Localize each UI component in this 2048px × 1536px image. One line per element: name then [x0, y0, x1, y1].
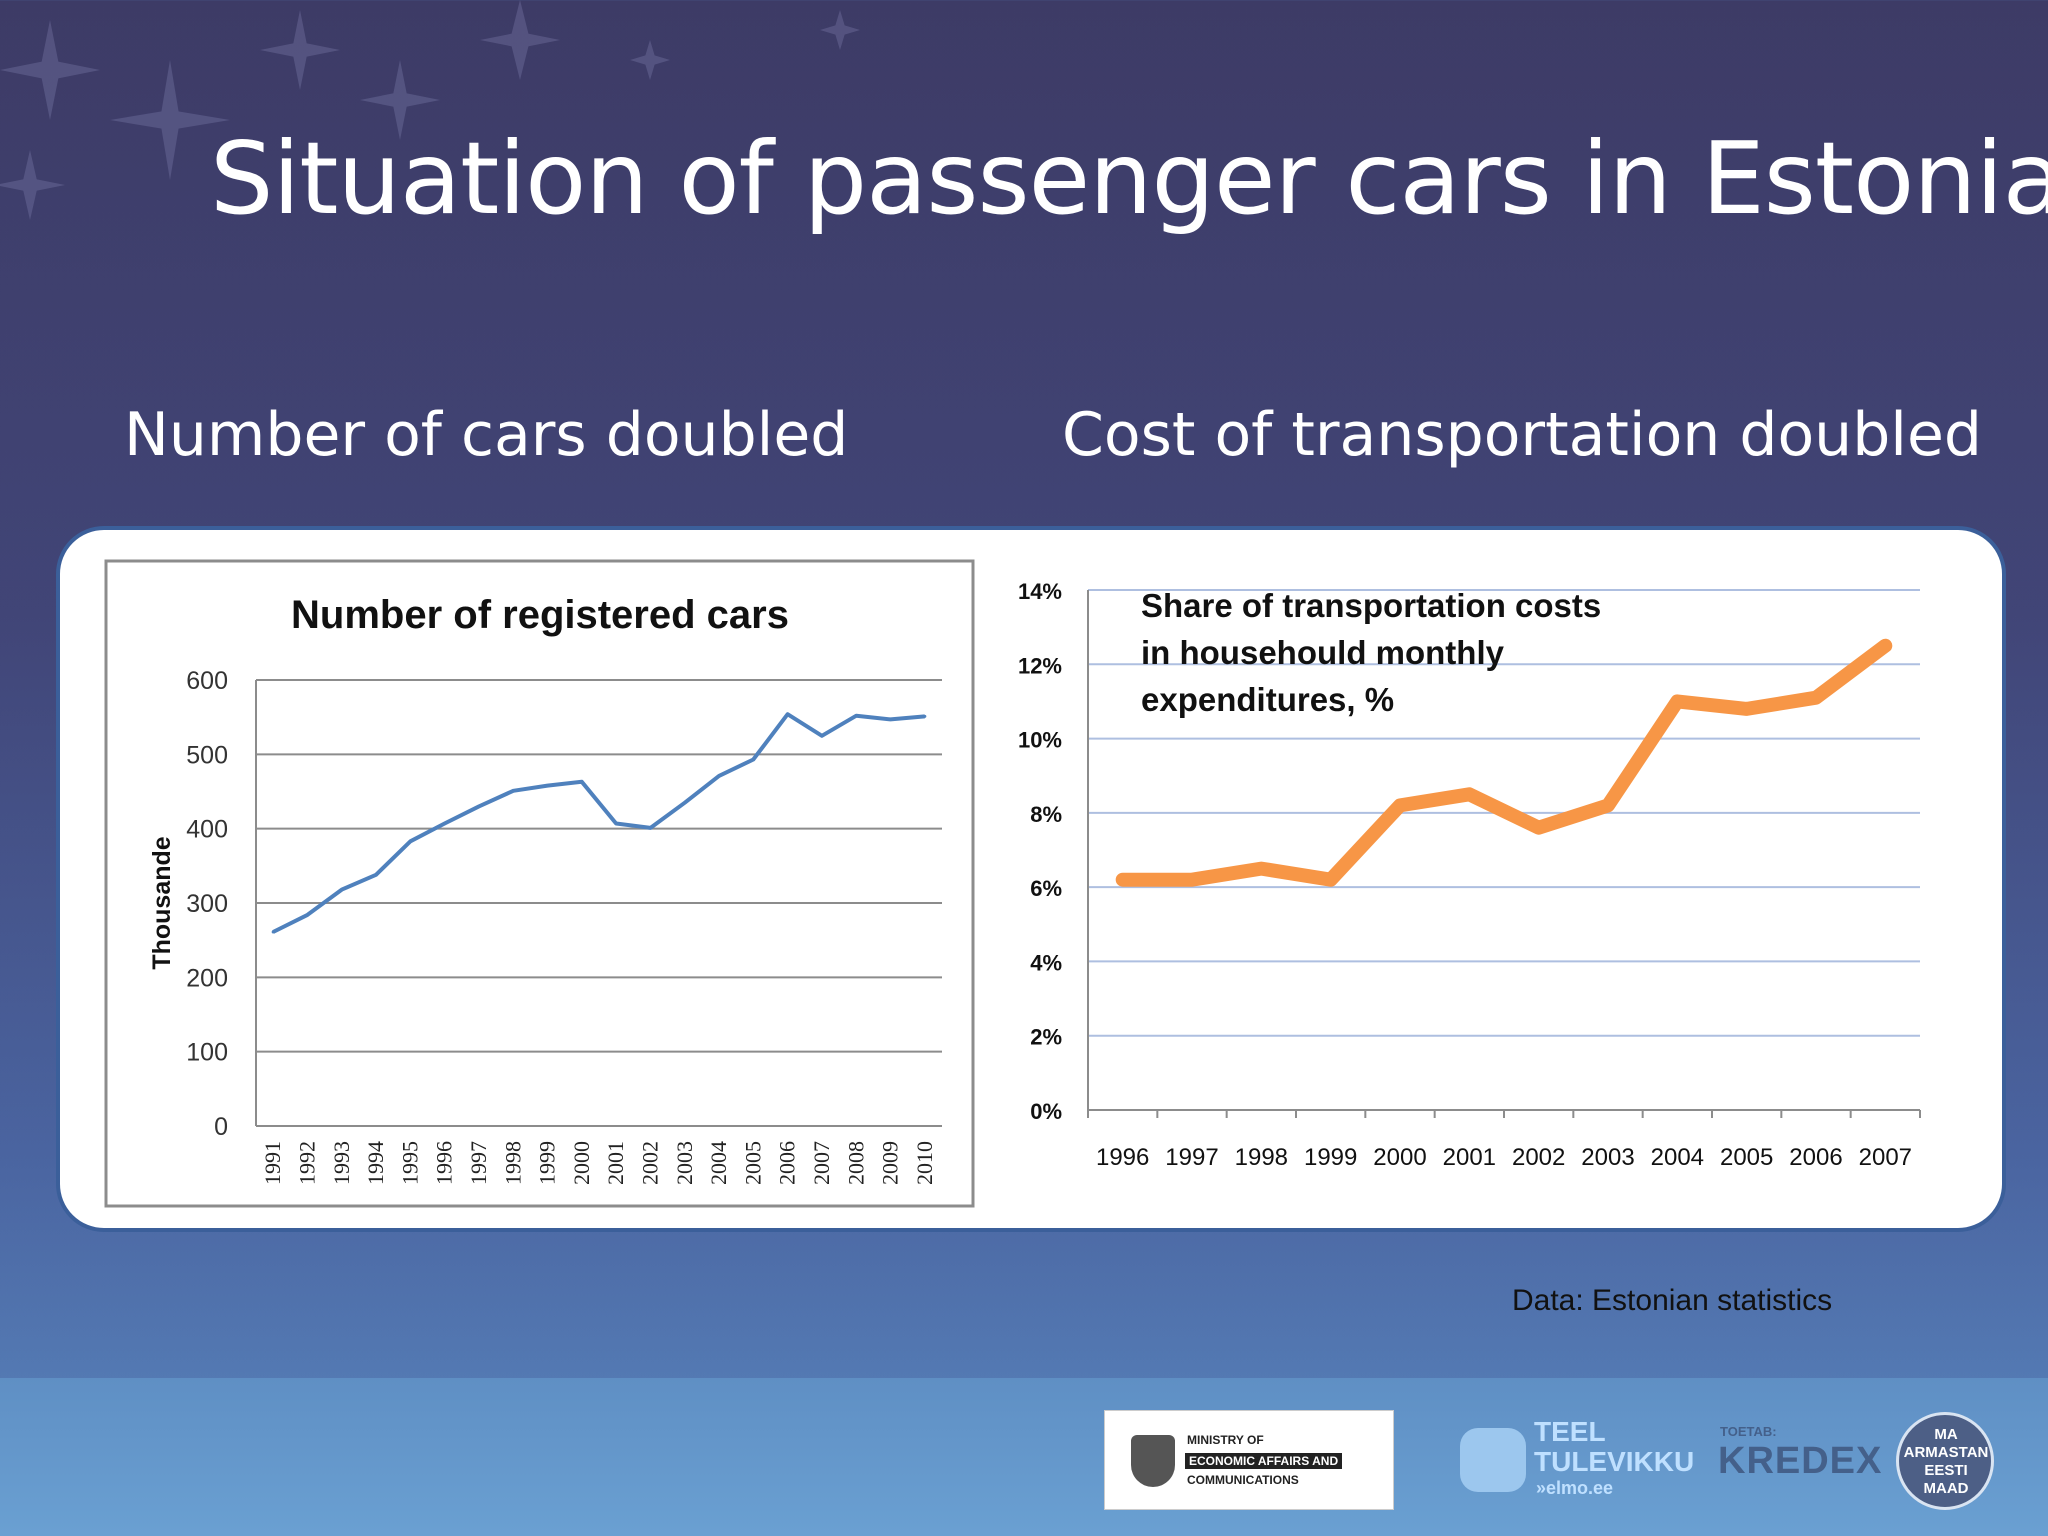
ministry-logo-line-3: COMMUNICATIONS — [1187, 1473, 1299, 1487]
kredex-logo-supertext: TOETAB: — [1720, 1424, 1777, 1439]
ministry-logo-line-2: ECONOMIC AFFAIRS AND — [1185, 1453, 1343, 1469]
mae-logo-line-3: EESTI — [1924, 1462, 1968, 1479]
teel-tulevikku-logo: TEEL TULEVIKKU »elmo.ee — [1458, 1412, 1694, 1512]
robot-icon — [1460, 1428, 1526, 1492]
charts-panel — [56, 526, 2006, 1232]
coat-of-arms-icon — [1131, 1435, 1175, 1487]
subtitle-right: Cost of transportation doubled — [1062, 400, 1982, 470]
data-source-note: Data: Estonian statistics — [1512, 1284, 1833, 1317]
slide-title: Situation of passenger cars in Estonia — [210, 120, 2048, 237]
subtitle-left: Number of cars doubled — [124, 400, 849, 470]
mae-logo-line-1: MA — [1934, 1426, 1958, 1443]
ministry-logo-line-1: MINISTRY OF — [1187, 1433, 1264, 1447]
mae-logo-line-4: MAAD — [1923, 1480, 1969, 1497]
mae-logo-line-2: ARMASTAN — [1903, 1444, 1989, 1461]
ma-armastan-eesti-maad-logo: MA ARMASTAN EESTI MAAD — [1896, 1412, 1996, 1512]
teel-logo-line-2: TULEVIKKU — [1534, 1446, 1695, 1477]
ministry-logo: MINISTRY OF ECONOMIC AFFAIRS AND COMMUNI… — [1104, 1410, 1394, 1510]
snowflake-decoration — [0, 0, 860, 220]
kredex-logo-wordmark: KREDEX — [1718, 1440, 1883, 1482]
seal-icon — [1896, 1412, 1994, 1510]
teel-logo-line-3: »elmo.ee — [1536, 1478, 1614, 1498]
footer-band — [0, 1378, 2048, 1536]
teel-logo-line-1: TEEL — [1534, 1416, 1606, 1447]
kredex-logo: TOETAB: KREDEX — [1718, 1424, 1881, 1494]
